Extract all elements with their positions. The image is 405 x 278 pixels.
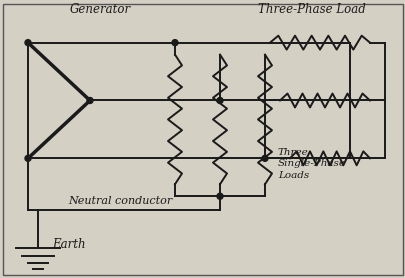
- Text: Three
Single-Phase
Loads: Three Single-Phase Loads: [277, 148, 345, 180]
- Circle shape: [25, 155, 31, 161]
- Circle shape: [172, 40, 177, 46]
- Text: Generator: Generator: [70, 3, 131, 16]
- Circle shape: [261, 155, 267, 161]
- Text: Neutral conductor: Neutral conductor: [68, 196, 172, 206]
- Circle shape: [25, 40, 31, 46]
- Circle shape: [216, 98, 222, 103]
- Text: Earth: Earth: [52, 238, 85, 251]
- Circle shape: [87, 98, 93, 103]
- Text: Three-Phase Load: Three-Phase Load: [257, 3, 365, 16]
- Circle shape: [216, 193, 222, 199]
